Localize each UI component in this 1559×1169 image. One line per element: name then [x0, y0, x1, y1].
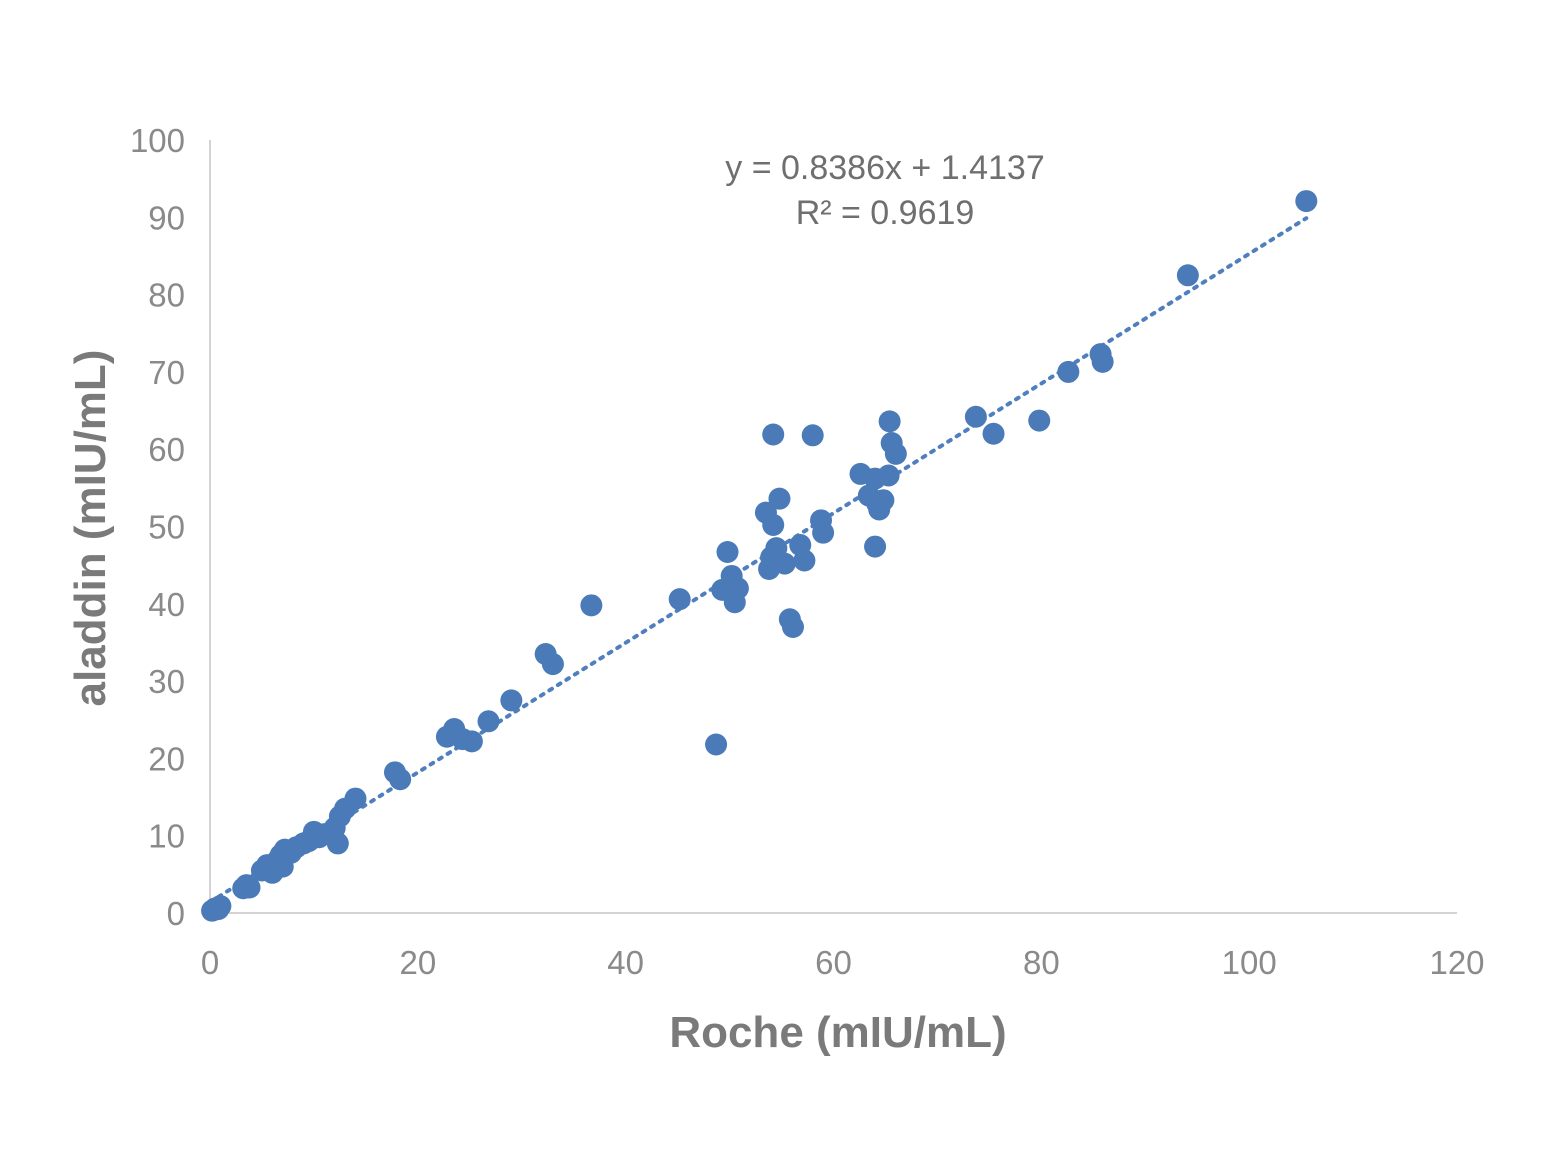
y-tick-label: 30 [148, 663, 185, 700]
data-point [982, 422, 1005, 445]
y-tick-label: 10 [148, 818, 185, 855]
data-point [762, 423, 785, 446]
x-tick-label: 20 [399, 944, 436, 981]
data-point [1295, 190, 1318, 213]
data-point [541, 653, 564, 676]
data-point [781, 615, 804, 638]
y-tick-label: 90 [148, 199, 185, 236]
x-tick-label: 100 [1222, 944, 1277, 981]
regression-equation: y = 0.8386x + 1.4137 [725, 149, 1044, 187]
data-point [500, 689, 523, 712]
y-tick-label: 70 [148, 354, 185, 391]
data-point [209, 895, 232, 918]
x-tick-label: 120 [1429, 944, 1484, 981]
y-tick-label: 100 [130, 122, 185, 159]
data-point [716, 541, 739, 564]
data-point [1091, 350, 1114, 373]
data-point [1176, 264, 1199, 287]
data-point [884, 442, 907, 465]
data-point [768, 487, 791, 510]
y-tick-label: 50 [148, 509, 185, 546]
data-point [389, 768, 412, 791]
y-tick-label: 20 [148, 740, 185, 777]
data-point [1028, 409, 1051, 432]
data-point [812, 521, 835, 544]
data-point [238, 876, 261, 899]
data-points [201, 190, 1318, 922]
x-tick-label: 80 [1023, 944, 1060, 981]
y-axis: 0 10 20 30 40 50 60 70 80 90 100 [130, 122, 211, 932]
y-axis-title: aladdin (mIU/mL) [66, 350, 115, 707]
data-point [773, 552, 796, 575]
x-axis-title: Roche (mIU/mL) [669, 1008, 1006, 1057]
data-point [801, 424, 824, 447]
y-tick-label: 0 [167, 895, 185, 932]
x-tick-label: 40 [607, 944, 644, 981]
data-point [872, 489, 895, 512]
data-point [877, 464, 900, 487]
data-point [477, 710, 500, 733]
data-point [460, 730, 483, 753]
data-point [580, 594, 603, 617]
y-tick-label: 40 [148, 586, 185, 623]
data-point [344, 787, 367, 810]
data-point [326, 832, 349, 855]
data-point [668, 588, 691, 611]
r-squared-label: R² = 0.9619 [796, 194, 975, 232]
data-point [762, 513, 785, 536]
y-tick-label: 80 [148, 277, 185, 314]
data-point [878, 410, 901, 433]
x-axis: 0 20 40 60 80 100 120 [201, 912, 1485, 981]
data-point [705, 733, 728, 756]
data-point [964, 405, 987, 428]
x-tick-label: 60 [815, 944, 852, 981]
data-point [1057, 360, 1080, 383]
data-point [793, 549, 816, 572]
y-tick-label: 60 [148, 431, 185, 468]
data-point [864, 535, 887, 558]
x-tick-label: 0 [201, 944, 219, 981]
data-point [726, 577, 749, 600]
